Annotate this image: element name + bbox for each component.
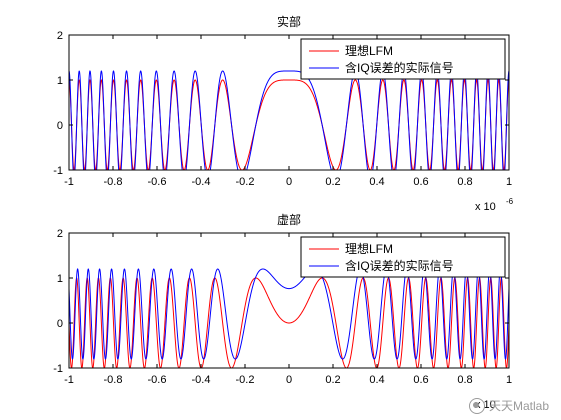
legend-label-2: 含IQ误差的实际信号 bbox=[345, 258, 454, 273]
series-group bbox=[69, 268, 509, 368]
x-tick-label: -0.8 bbox=[104, 176, 123, 188]
x-tick-label: -0.4 bbox=[192, 374, 211, 386]
legend-label-1: 理想LFM bbox=[345, 43, 393, 58]
legend: 理想LFM 含IQ误差的实际信号 bbox=[300, 236, 506, 278]
chart-1: -1 -0.8 -0.6 -0.4 -0.2 0 0.2 0.4 0.6 0.8 1 -1 0 1 2 实部 x… bbox=[53, 14, 513, 213]
y-tick-label: 2 bbox=[57, 30, 63, 42]
x-tick-label: -0.6 bbox=[148, 176, 167, 188]
legend: 理想LFM 含IQ误差的实际信号 bbox=[300, 38, 506, 80]
chart-title: 实部 bbox=[277, 14, 301, 29]
series-line-2 bbox=[69, 70, 509, 170]
x-tick-label: 1 bbox=[506, 176, 512, 188]
y-tick-label: 1 bbox=[57, 273, 63, 285]
x-tick-label: -1 bbox=[64, 176, 74, 188]
series-line-1 bbox=[69, 277, 509, 368]
x-tick-label: 0.6 bbox=[413, 374, 428, 386]
wechat-icon bbox=[468, 397, 485, 414]
legend-label-1: 理想LFM bbox=[345, 241, 393, 256]
x-tick-label: 0 bbox=[286, 374, 292, 386]
y-tick-label: 0 bbox=[57, 318, 63, 330]
x-tick-label: 0.8 bbox=[457, 374, 472, 386]
x-tick-label: 0.4 bbox=[369, 176, 384, 188]
x-tick-label: -1 bbox=[64, 374, 74, 386]
x-tick-label: 0.2 bbox=[325, 374, 340, 386]
legend-box bbox=[300, 236, 506, 278]
legend-box bbox=[300, 38, 506, 80]
chart-title: 虚部 bbox=[277, 212, 301, 227]
x-tick-label: -0.2 bbox=[236, 374, 255, 386]
series-line-2 bbox=[69, 268, 509, 360]
legend-label-2: 含IQ误差的实际信号 bbox=[345, 60, 454, 75]
x-tick-label: -0.8 bbox=[104, 374, 123, 386]
x-tick-label: -0.4 bbox=[192, 176, 211, 188]
x-tick-label: -0.6 bbox=[148, 374, 167, 386]
x-tick-label: 0.4 bbox=[369, 374, 384, 386]
x-tick-label: 0 bbox=[286, 176, 292, 188]
watermark: 天天Matlab bbox=[468, 397, 549, 414]
series-group bbox=[69, 70, 509, 170]
watermark-text: 天天Matlab bbox=[488, 399, 549, 413]
chart-2: -1 -0.8 -0.6 -0.4 -0.2 0 0.2 0.4 0.6 0.8 1-1012虚部x… bbox=[53, 212, 512, 411]
x-tick-label: 0.6 bbox=[413, 176, 428, 188]
x-tick-label: 1 bbox=[506, 374, 512, 386]
x-exponent-power: -6 bbox=[506, 197, 514, 206]
x-exponent-label: x 10 bbox=[475, 201, 496, 213]
y-tick-label: -1 bbox=[53, 165, 63, 177]
y-tick-label: 2 bbox=[57, 228, 63, 240]
y-tick-label: 1 bbox=[57, 75, 63, 87]
x-tick-label: 0.8 bbox=[457, 176, 472, 188]
y-tick-label: 0 bbox=[57, 120, 63, 132]
x-tick-label: -0.2 bbox=[236, 176, 255, 188]
y-tick-label: -1 bbox=[53, 363, 63, 375]
x-tick-label: 0.2 bbox=[325, 176, 340, 188]
